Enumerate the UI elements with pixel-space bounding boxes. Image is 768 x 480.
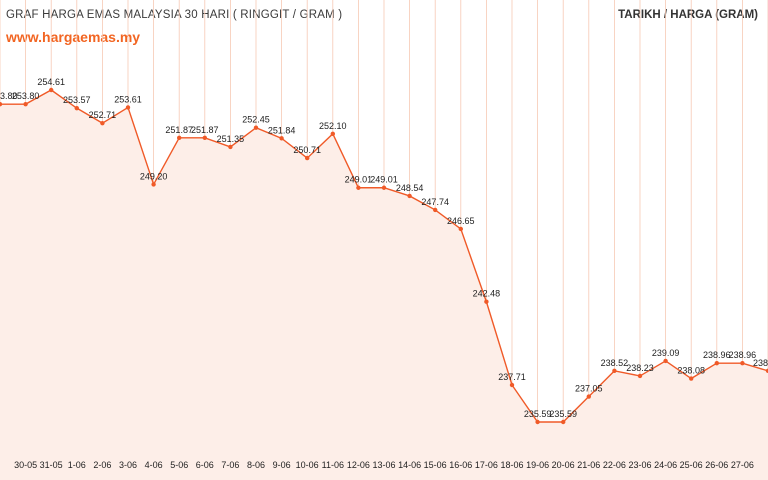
data-point: [484, 299, 489, 304]
data-point: [151, 182, 156, 187]
data-point: [407, 193, 412, 199]
data-point: [765, 368, 768, 374]
value-label: 252.71: [89, 110, 117, 120]
value-label: 248.54: [396, 183, 424, 193]
value-label: 251.35: [217, 134, 245, 144]
data-point: [381, 185, 387, 190]
x-tick-label: 5-06: [170, 460, 188, 470]
value-label: 237.71: [498, 372, 526, 382]
data-point: [458, 226, 463, 232]
data-point: [612, 368, 617, 374]
data-point: [561, 419, 566, 425]
x-tick-label: 12-06: [347, 460, 370, 470]
x-tick-label: 11-06: [322, 460, 344, 470]
x-tick-label: 22-06: [603, 460, 626, 470]
data-point: [433, 207, 438, 213]
x-tick-label: 4-06: [145, 460, 163, 470]
data-point: [228, 144, 233, 150]
value-label: 238: [753, 358, 768, 368]
x-tick-label: 3-06: [119, 460, 137, 470]
data-point: [74, 105, 80, 111]
value-label: 235.59: [549, 409, 577, 419]
data-points: [0, 87, 768, 425]
value-label: 238.08: [677, 366, 705, 376]
data-point: [586, 394, 591, 399]
data-point: [663, 358, 668, 364]
value-label: 253.80: [12, 91, 40, 101]
x-tick-label: 2-06: [93, 460, 111, 470]
value-label: 252.10: [319, 121, 347, 131]
x-tick-label: 26-06: [705, 460, 728, 470]
data-point: [125, 105, 131, 110]
data-point: [202, 135, 207, 141]
chart-title: GRAF HARGA EMAS MALAYSIA 30 HARI ( RINGG…: [6, 9, 343, 21]
value-label: 249.20: [140, 171, 168, 181]
data-point: [689, 376, 694, 381]
x-tick-label: 6-06: [196, 460, 214, 470]
value-label: 237.05: [575, 384, 603, 394]
x-tick-label: 1-06: [68, 460, 86, 470]
value-label: 3.80: [0, 91, 18, 101]
site-link[interactable]: www.hargaemas.my: [6, 29, 141, 45]
x-tick-label: 21-06: [577, 460, 600, 470]
price-area: [0, 90, 768, 480]
value-label: 238.23: [626, 363, 654, 373]
data-point: [305, 155, 310, 161]
value-label: 251.84: [268, 125, 296, 135]
x-tick-label: 27-06: [731, 460, 754, 470]
value-label: 238.96: [703, 350, 731, 360]
value-label: 242.48: [473, 289, 501, 299]
x-tick-label: 18-06: [500, 460, 523, 470]
data-point: [714, 360, 719, 366]
data-point: [356, 185, 361, 190]
value-label: 235.59: [524, 409, 552, 419]
x-tick-label: 15-06: [424, 460, 447, 470]
data-point: [100, 120, 105, 126]
x-tick-label: 19-06: [526, 460, 549, 470]
value-label: 239.09: [652, 348, 680, 358]
value-label: 249.01: [345, 175, 373, 185]
data-point: [330, 131, 335, 137]
value-label: 251.87: [191, 125, 219, 135]
value-label: 253.61: [114, 94, 142, 104]
x-tick-label: 14-06: [398, 460, 421, 470]
data-point: [0, 101, 3, 107]
x-tick-label: 31-05: [40, 460, 63, 470]
data-point: [49, 87, 54, 93]
data-point: [509, 382, 515, 388]
x-tick-label: 10-06: [296, 460, 319, 470]
x-tick-label: 20-06: [552, 460, 575, 470]
value-label: 238.96: [729, 350, 757, 360]
data-point: [279, 136, 284, 141]
x-tick-label: 8-06: [247, 460, 265, 470]
value-label: 252.45: [242, 115, 270, 125]
data-point: [253, 125, 259, 130]
value-label: 246.65: [447, 216, 475, 226]
data-point: [535, 419, 540, 425]
x-tick-label: 16-06: [449, 460, 472, 470]
value-label: 249.01: [370, 175, 398, 185]
legend-label: TARIKH / HARGA (GRAM): [618, 9, 758, 21]
x-tick-label: 7-06: [221, 460, 239, 470]
x-tick-label: 13-06: [372, 460, 395, 470]
x-tick-label: 9-06: [273, 460, 291, 470]
data-point: [177, 135, 182, 141]
value-label: 238.52: [601, 358, 629, 368]
x-tick-label: 24-06: [654, 460, 677, 470]
data-point: [637, 373, 643, 379]
x-tick-label: 25-06: [680, 460, 703, 470]
x-tick-label: 17-06: [475, 460, 498, 470]
value-label: 247.74: [421, 197, 449, 207]
data-point: [23, 101, 28, 107]
x-tick-label: 23-06: [628, 460, 651, 470]
value-label: 250.71: [293, 145, 321, 155]
x-axis-labels: 30-05 31-05 1-06 2-06 3-06 4-06 5-06 6-06 7-06 8-…: [14, 460, 754, 470]
value-label: 253.57: [63, 95, 91, 105]
value-label: 251.87: [165, 125, 193, 135]
data-point: [740, 360, 745, 366]
x-tick-label: 30-05: [14, 460, 37, 470]
value-label: 254.61: [37, 77, 65, 87]
